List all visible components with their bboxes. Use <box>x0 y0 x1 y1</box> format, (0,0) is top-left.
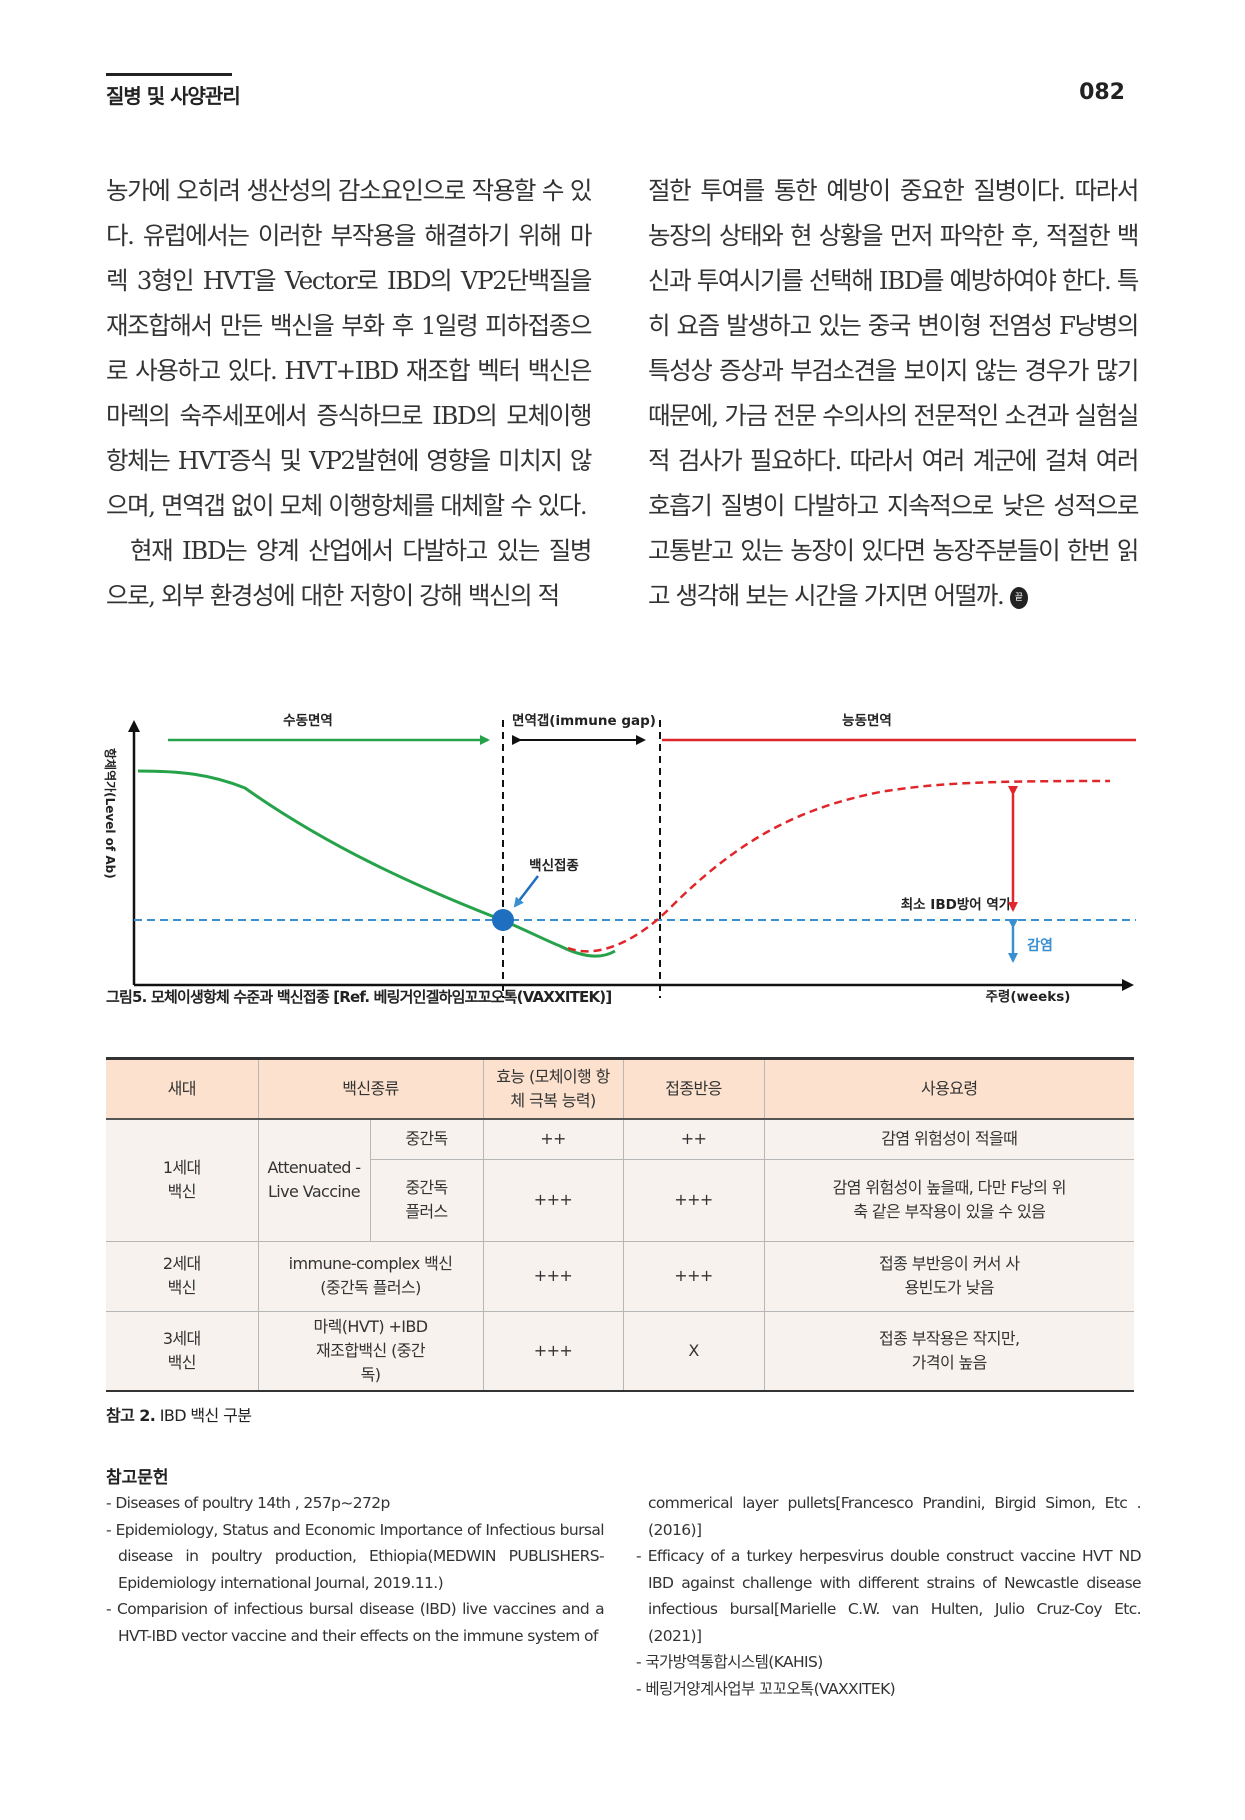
body-paragraph: 현재 IBD는 양계 산업에서 다발하고 있는 질병으로, 외부 환경성에 대한… <box>106 536 592 610</box>
reaction-cell: +++ <box>622 1240 765 1312</box>
table-row: 중간독 플러스 +++ +++ 감염 위험성이 높을때, 다만 F낭의 위축 같… <box>106 1158 1134 1242</box>
usage-cell: 접종 부반응이 커서 사용빈도가 낮음 <box>763 1240 1134 1312</box>
vaccine-subtype-cell: 중간독 플러스 <box>370 1158 484 1242</box>
reaction-cell: ++ <box>622 1118 765 1160</box>
body-column-right: 절한 투여를 통한 예방이 중요한 질병이다. 따라서 농장의 상태와 현 상황… <box>648 168 1139 618</box>
references-right: commerical layer pullets[Francesco Prand… <box>636 1490 1142 1702</box>
references-title: 참고문헌 <box>106 1468 169 1488</box>
efficacy-cell: ++ <box>482 1118 624 1160</box>
x-axis-arrow-icon <box>1122 979 1134 991</box>
reaction-cell: +++ <box>622 1158 765 1242</box>
page-number: 082 <box>1079 80 1125 105</box>
figure-caption: 그림5. 모체이생항체 수준과 백신접종 [Ref. 베링거인겔하임꼬꼬오톡(V… <box>106 986 612 1007</box>
generation-cell: 3세대 백신 <box>106 1310 259 1392</box>
section-title: 질병 및 사양관리 <box>106 84 241 108</box>
vaccine-type-cell: Attenuated - Live Vaccine <box>257 1118 371 1242</box>
usage-cell: 접종 부작용은 작지만, 가격이 높음 <box>763 1310 1134 1392</box>
reference-item: - Efficacy of a turkey herpesvirus doubl… <box>636 1547 1142 1645</box>
table-caption-label: 참고 2. <box>106 1406 156 1425</box>
end-mark-icon: 끝 <box>1009 586 1028 609</box>
reaction-cell: X <box>622 1310 765 1392</box>
reference-item: - 국가방역통합시스템(KAHIS) <box>636 1653 823 1671</box>
usage-cell: 감염 위험성이 적을때 <box>763 1118 1134 1160</box>
body-text: 절한 투여를 통한 예방이 중요한 질병이다. 따라서 농장의 상태와 현 상황… <box>648 176 1139 610</box>
y-axis-arrow-icon <box>128 720 140 732</box>
reference-item: - Epidemiology, Status and Economic Impo… <box>106 1520 605 1592</box>
table-caption-text: IBD 백신 구분 <box>155 1406 252 1425</box>
ibd-vaccine-table: 새대 백신종류 효능 (모체이행 항체 극복 능력) 접종반응 사용요령 1세대… <box>106 1057 1134 1392</box>
vaccine-type-cell: immune-complex 백신 (중간독 플러스) <box>257 1240 484 1312</box>
body-paragraph: 농가에 오히려 생산성의 감소요인으로 작용할 수 있다. 유럽에서는 이러한 … <box>106 176 592 520</box>
table-row: 2세대 백신 immune-complex 백신 (중간독 플러스) +++ +… <box>106 1240 1134 1312</box>
vaccination-label: 백신접종 <box>529 858 579 874</box>
vaccination-point <box>492 909 514 931</box>
header-efficacy: 효능 (모체이행 항체 극복 능력) <box>482 1057 624 1120</box>
table-row: 1세대 백신 Attenuated - Live Vaccine 중간독 ++ … <box>106 1118 1134 1242</box>
infection-label: 감염 <box>1027 937 1053 954</box>
reference-item: - 베링거양계사업부 꼬꼬오톡(VAXXITEK) <box>636 1679 896 1698</box>
header-rule <box>106 73 232 76</box>
maternal-antibody-curve <box>137 769 616 958</box>
figure-caption-label: 그림5. <box>106 988 147 1006</box>
header-reaction: 접종반응 <box>622 1057 765 1120</box>
table-caption: 참고 2. IBD 백신 구분 <box>106 1402 252 1426</box>
efficacy-cell: +++ <box>482 1310 624 1392</box>
x-axis-label: 주령(weeks) <box>986 989 1071 1005</box>
usage-cell: 감염 위험성이 높을때, 다만 F낭의 위축 같은 부작용이 있을 수 있음 <box>763 1158 1134 1242</box>
header-usage: 사용요령 <box>763 1057 1134 1120</box>
vaccine-type-cell: 마렉(HVT) +IBD재조합백신 (중간독) <box>257 1310 484 1392</box>
references-left: - Diseases of poultry 14th , 257p~272p -… <box>106 1490 605 1649</box>
table-header-row: 새대 백신종류 효능 (모체이행 항체 극복 능력) 접종반응 사용요령 <box>106 1057 1134 1120</box>
antibody-level-figure: 항체역가(Level of Ab) 수동면역 면역갭(immune gap) 능… <box>103 712 1136 1005</box>
y-axis-label: 항체역가(Level of Ab) <box>103 748 118 879</box>
reference-item: commerical layer pullets[Francesco Prand… <box>648 1494 1142 1539</box>
body-paragraph: 절한 투여를 통한 예방이 중요한 질병이다. 따라서 농장의 상태와 현 상황… <box>648 168 1139 618</box>
reference-item: - Diseases of poultry 14th , 257p~272p <box>106 1494 390 1512</box>
active-antibody-curve <box>567 779 1111 953</box>
vaccination-pointer-arrow <box>513 875 539 908</box>
active-immunity-label: 능동면역 <box>842 712 892 729</box>
figure-caption-text: 모체이생항체 수준과 백신접종 [Ref. 베링거인겔하임꼬꼬오톡(VAXXIT… <box>146 988 612 1006</box>
immune-gap-label: 면역갭(immune gap) <box>512 712 656 729</box>
efficacy-cell: +++ <box>482 1158 624 1242</box>
generation-cell: 1세대 백신 <box>106 1118 259 1242</box>
header-vaccine-type: 백신종류 <box>257 1057 484 1120</box>
passive-immunity-label: 수동면역 <box>283 712 333 729</box>
efficacy-cell: +++ <box>482 1240 624 1312</box>
min-protection-label: 최소 IBD방어 역가 <box>901 896 1012 913</box>
generation-cell: 2세대 백신 <box>106 1240 259 1312</box>
reference-item: - Comparision of infectious bursal disea… <box>106 1600 605 1645</box>
body-column-left: 농가에 오히려 생산성의 감소요인으로 작용할 수 있다. 유럽에서는 이러한 … <box>106 168 592 618</box>
vaccine-subtype-cell: 중간독 <box>369 1118 484 1160</box>
table-row: 3세대 백신 마렉(HVT) +IBD재조합백신 (중간독) +++ X 접종 … <box>106 1310 1134 1392</box>
header-generation: 새대 <box>106 1057 259 1120</box>
